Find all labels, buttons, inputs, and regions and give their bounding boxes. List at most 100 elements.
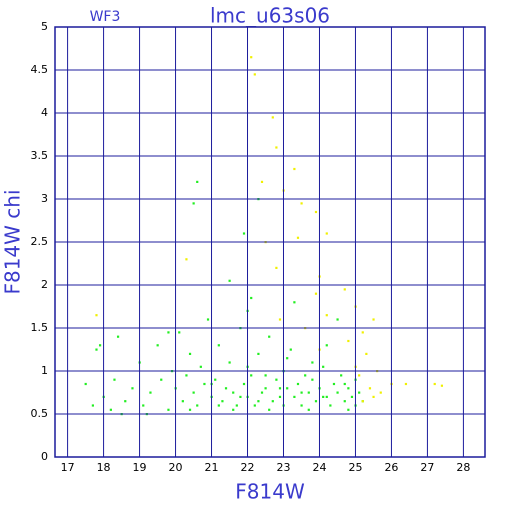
point [325,395,328,398]
point [322,365,325,368]
point [286,357,289,360]
point [340,374,343,377]
point [196,404,199,407]
point [91,404,94,407]
plot-area: 17 18 19 20 21 22 23 24 25 26 27 28 0 0.5 1 1.5 2 2.5 3 3.5… [31,20,486,474]
point [260,180,264,183]
point [239,395,242,398]
y-tick-label: 5 [41,20,48,33]
point [336,391,339,394]
x-tick-label: 18 [97,461,111,474]
x-tick-label: 24 [312,461,326,474]
point [325,344,328,347]
point [296,382,300,386]
point [268,408,271,411]
point [286,387,289,390]
y-tick-label: 2.5 [31,235,49,248]
point [300,404,303,407]
point [149,391,152,394]
point [124,400,127,403]
y-tick-label: 0.5 [31,407,49,420]
point [232,408,235,411]
plot-frame [54,26,486,458]
point [203,382,206,386]
point [361,331,364,334]
point [433,382,436,386]
point [311,378,314,381]
point [185,374,188,377]
x-tick-label: 23 [276,461,290,474]
y-tick-label: 3 [41,192,48,205]
point [84,382,87,386]
point [329,404,332,407]
x-tick-label: 27 [420,461,434,474]
point [293,167,296,171]
point [199,365,202,368]
x-tick-label: 25 [348,461,362,474]
point [109,408,112,411]
point [228,279,231,282]
y-tick-label: 0 [41,450,48,463]
point [271,400,274,403]
point [332,382,336,386]
point [275,378,278,381]
point [217,404,220,407]
x-tick-label: 19 [133,461,147,474]
point [131,387,134,390]
point [368,387,372,390]
point [214,378,217,381]
point [95,314,98,317]
point [314,292,318,295]
point [257,352,260,355]
point [221,400,224,403]
point [264,387,267,390]
point [325,314,328,317]
point [257,400,260,403]
point [311,361,314,364]
point [300,202,303,205]
point [314,210,318,214]
point [296,236,300,239]
point [343,382,346,386]
y-tick-label: 2 [41,278,48,291]
x-tick-label: 22 [241,461,255,474]
point [404,382,408,386]
x-tick-label: 20 [169,461,183,474]
point [113,378,116,381]
point [250,296,253,300]
point [275,146,278,149]
point [293,395,296,398]
point [250,374,253,377]
y-tick-label: 1.5 [31,321,49,334]
point [307,408,310,411]
point [336,318,339,321]
point [235,404,238,407]
x-axis-label: F814W [235,480,305,504]
point [167,331,170,334]
point [224,387,228,390]
point [192,391,195,394]
point [253,73,256,76]
point [358,391,361,394]
point [242,382,246,386]
point [142,404,145,407]
point [304,374,307,377]
point [358,374,361,377]
point [350,395,354,398]
y-axis-label: F814W chi [1,189,25,294]
point [228,361,231,364]
point [379,391,382,394]
point [268,335,271,338]
point [300,391,303,394]
point [289,348,292,351]
point [347,387,350,390]
point [260,391,264,394]
point [250,56,253,59]
point [372,318,375,321]
y-tick-label: 4 [41,106,48,119]
point [217,344,220,347]
point [196,180,199,183]
point [322,395,325,398]
